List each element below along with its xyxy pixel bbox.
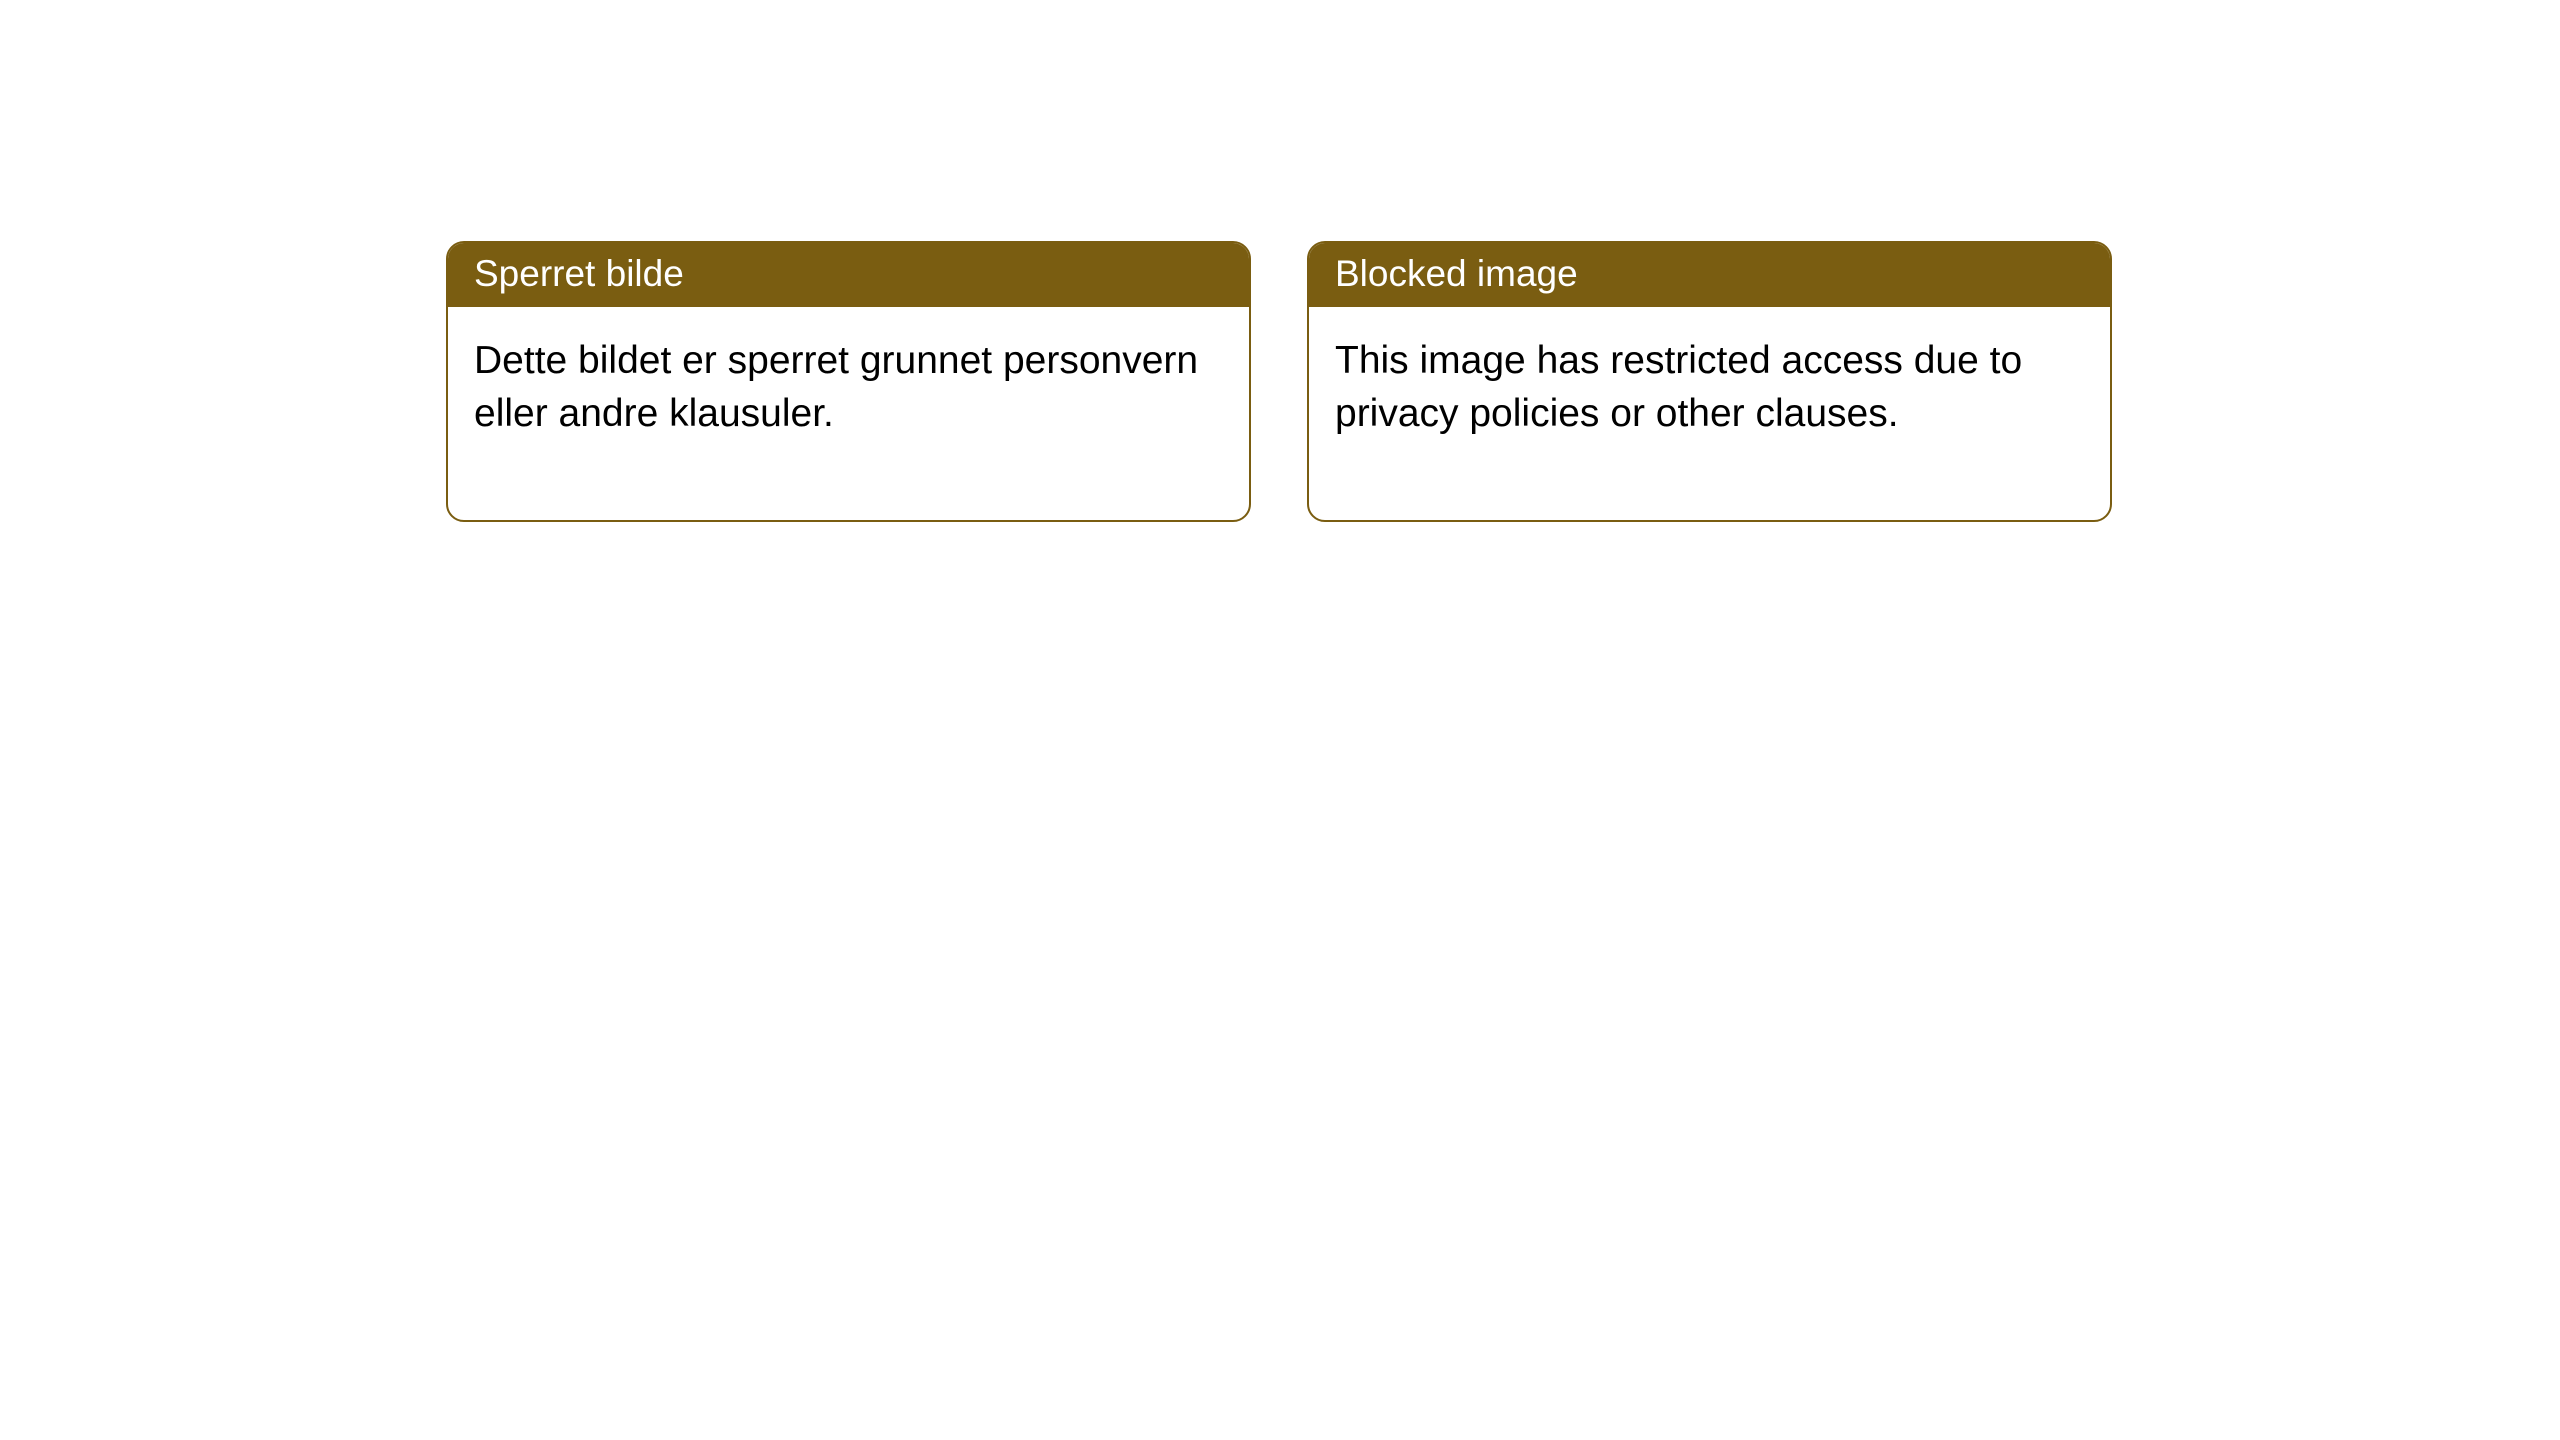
- notice-body-english: This image has restricted access due to …: [1309, 307, 2110, 520]
- notice-card-english: Blocked image This image has restricted …: [1307, 241, 2112, 522]
- notice-body-norwegian: Dette bildet er sperret grunnet personve…: [448, 307, 1249, 520]
- notice-card-norwegian: Sperret bilde Dette bildet er sperret gr…: [446, 241, 1251, 522]
- notice-header-norwegian: Sperret bilde: [448, 243, 1249, 307]
- notice-header-english: Blocked image: [1309, 243, 2110, 307]
- notice-cards-container: Sperret bilde Dette bildet er sperret gr…: [446, 241, 2112, 522]
